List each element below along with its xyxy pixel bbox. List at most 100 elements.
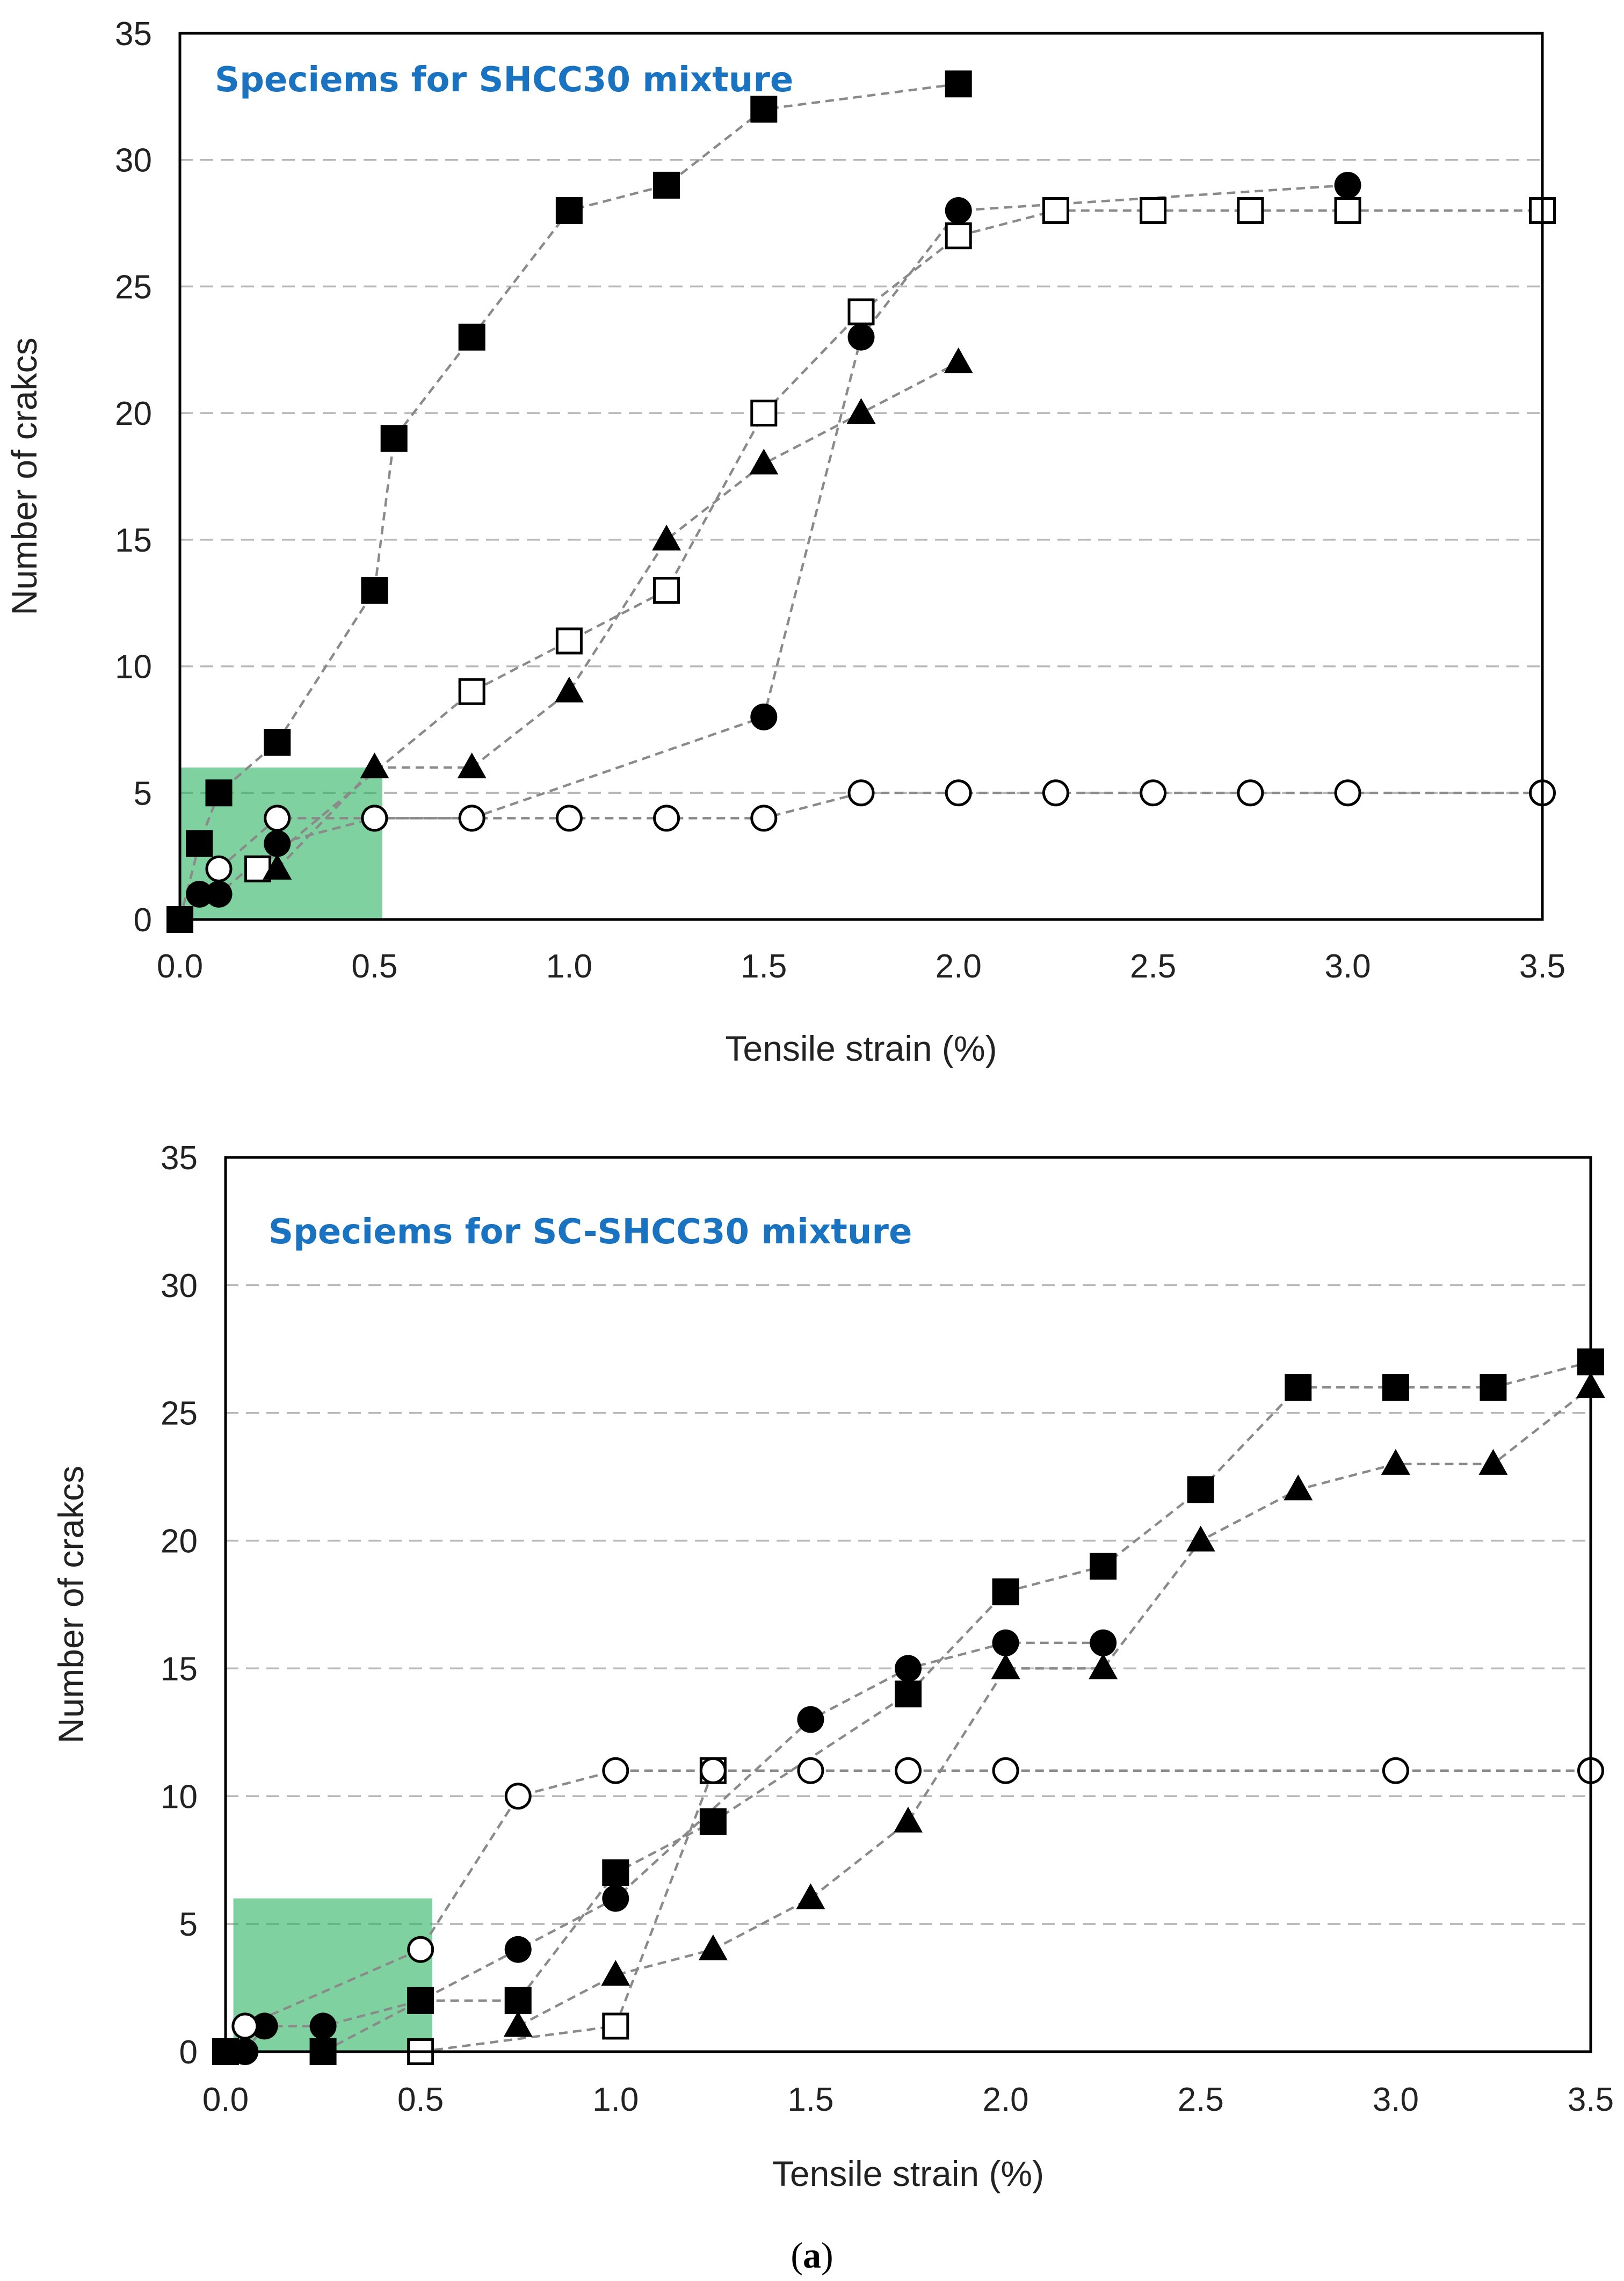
data-point-filled-triangle-7 (1186, 1525, 1215, 1552)
x-axis-title: Tensile strain (%) (725, 1029, 997, 1068)
x-tick-label-3: 1.5 (787, 2081, 833, 2118)
x-tick-label-1: 0.5 (351, 948, 397, 985)
data-point-open-circle-9 (1042, 779, 1069, 807)
x-tick-label-7: 3.5 (1519, 948, 1565, 985)
y-tick-label-2: 10 (115, 649, 152, 686)
x-tick-label-5: 2.5 (1130, 948, 1176, 985)
data-point-filled-square-4 (361, 577, 388, 604)
data-point-open-circle-6 (895, 1757, 922, 1784)
data-point-filled-square-6 (458, 323, 485, 351)
data-point-filled-triangle-6 (1089, 1653, 1118, 1679)
data-point-open-circle-4 (555, 805, 583, 832)
x-axis-title: Tensile strain (%) (772, 2154, 1044, 2193)
data-point-filled-square-12 (1480, 1374, 1507, 1401)
chart-sc-shcc30: 0 5 10 15 20 25 30 35 0.0 0.5 1.0 1.5 2.0 2.5 3.0 3.5 Te… (51, 1140, 1614, 2193)
x-tick-label-0: 0.0 (157, 948, 203, 985)
data-point-open-circle-1 (407, 1936, 434, 1963)
caption-open-paren: ( (791, 2235, 803, 2276)
x-tick-label-6: 3.0 (1373, 2081, 1419, 2118)
data-point-open-circle-2 (504, 1783, 532, 1810)
data-point-filled-triangle-3 (796, 1883, 825, 1909)
data-point-filled-triangle-8 (1284, 1474, 1313, 1501)
caption-letter: a (803, 2235, 821, 2276)
y-tick-label-3: 15 (161, 1650, 198, 1688)
data-point-filled-circle-7 (895, 1655, 922, 1682)
y-tick-label-7: 35 (161, 1140, 198, 1177)
data-point-open-circle-8 (945, 779, 972, 807)
data-point-open-circle-12 (1334, 779, 1361, 807)
data-point-filled-square-2 (205, 779, 233, 807)
data-point-filled-square-11 (1382, 1374, 1409, 1401)
data-point-filled-triangle-5 (991, 1653, 1020, 1679)
data-point-open-circle-7 (992, 1757, 1019, 1784)
data-point-filled-triangle-0 (263, 853, 292, 880)
x-tick-label-4: 2.0 (982, 2081, 1028, 2118)
x-tick-label-7: 3.5 (1568, 2081, 1614, 2118)
y-tick-label-1: 5 (179, 1906, 198, 1943)
data-point-filled-square-5 (380, 425, 408, 452)
x-tick-label-4: 2.0 (936, 948, 982, 985)
data-point-filled-triangle-9 (1381, 1449, 1410, 1475)
x-tick-label-1: 0.5 (397, 2081, 444, 2118)
data-point-open-square-1 (602, 2012, 629, 2040)
data-point-filled-circle-6 (797, 1706, 824, 1733)
data-point-filled-circle-3 (407, 1987, 434, 2014)
x-tick-label-5: 2.5 (1178, 2081, 1224, 2118)
data-point-filled-square-7 (992, 1578, 1019, 1605)
data-point-filled-triangle-5 (749, 448, 779, 475)
data-point-filled-circle-0 (186, 880, 213, 908)
data-point-filled-square-3 (264, 729, 291, 756)
data-point-open-circle-0 (231, 2012, 259, 2040)
x-tick-label-0: 0.0 (202, 2081, 249, 2118)
x-tick-label-2: 1.0 (592, 2081, 639, 2118)
series-line-filled-square (178, 83, 959, 920)
chart-title: Speciems for SHCC30 mixture (215, 60, 793, 100)
series-line-filled-circle (244, 1641, 1104, 2053)
y-tick-label-5: 25 (115, 269, 152, 306)
data-point-filled-square-9 (750, 96, 778, 123)
data-point-filled-triangle-2 (698, 1934, 728, 1960)
data-point-open-circle-10 (1140, 779, 1167, 807)
data-point-open-square-1 (458, 678, 485, 705)
series-line-open-circle (218, 792, 1542, 870)
data-point-open-square-8 (1140, 197, 1167, 224)
data-point-filled-triangle-10 (1478, 1449, 1508, 1475)
y-tick-label-5: 25 (161, 1395, 198, 1432)
data-point-open-circle-5 (797, 1757, 824, 1784)
data-point-filled-square-8 (1090, 1553, 1117, 1580)
data-point-filled-circle-1 (205, 880, 233, 908)
y-tick-label-6: 30 (161, 1268, 198, 1305)
data-point-filled-square-4 (602, 1859, 629, 1886)
x-tick-label-3: 1.5 (741, 948, 787, 985)
data-point-open-circle-0 (205, 855, 233, 882)
data-point-filled-square-10 (945, 70, 972, 98)
series-line-open-circle (244, 1769, 1591, 2027)
data-point-open-square-4 (750, 400, 778, 427)
data-point-open-circle-5 (653, 805, 680, 832)
data-point-filled-square-6 (895, 1681, 922, 1707)
plot-frame (224, 1156, 1592, 2053)
data-point-filled-circle-9 (1090, 1629, 1117, 1656)
y-tick-label-0: 0 (134, 902, 152, 939)
series-line-filled-triangle (517, 1386, 1592, 2027)
data-point-filled-circle-4 (504, 1936, 532, 1963)
data-point-filled-triangle-2 (457, 752, 487, 779)
y-tick-label-0: 0 (179, 2034, 198, 2071)
data-point-filled-square-10 (1285, 1374, 1312, 1401)
y-tick-label-2: 10 (161, 1778, 198, 1815)
data-point-open-circle-3 (602, 1757, 629, 1784)
caption-close-paren: ) (821, 2235, 833, 2276)
data-point-filled-circle-2 (309, 2012, 337, 2040)
data-point-filled-square-9 (1187, 1476, 1214, 1503)
data-point-filled-circle-5 (750, 703, 778, 730)
data-point-open-circle-8 (1382, 1757, 1409, 1784)
data-point-open-square-2 (555, 627, 583, 655)
y-tick-label-7: 35 (115, 16, 152, 53)
data-point-filled-square-3 (504, 1987, 532, 2014)
data-point-open-square-5 (847, 298, 875, 325)
data-point-open-circle-3 (458, 805, 485, 832)
data-point-open-square-9 (1237, 197, 1264, 224)
data-point-filled-circle-8 (992, 1629, 1019, 1656)
data-point-open-circle-2 (361, 805, 388, 832)
chart-shcc30: 0 5 10 15 20 25 30 35 0.0 0.5 1.0 1.5 2.0 2.5 3.0 3.5 Te… (4, 16, 1565, 1068)
